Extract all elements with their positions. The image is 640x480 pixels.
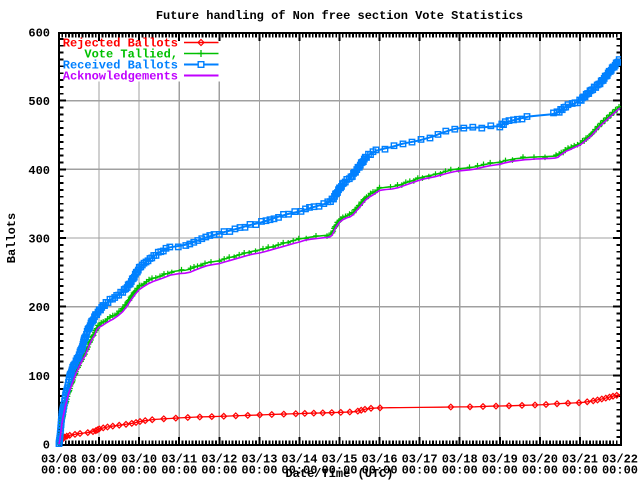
- svg-text:00:00: 00:00: [522, 464, 558, 478]
- svg-text:03/11: 03/11: [161, 453, 197, 467]
- svg-text:Acknowledgements: Acknowledgements: [63, 70, 178, 84]
- svg-text:00:00: 00:00: [442, 464, 478, 478]
- svg-text:03/10: 03/10: [121, 453, 157, 467]
- svg-text:Rejected Ballots: Rejected Ballots: [63, 37, 178, 51]
- svg-text:00:00: 00:00: [321, 464, 357, 478]
- svg-text:300: 300: [28, 233, 50, 247]
- svg-text:03/14: 03/14: [281, 453, 317, 467]
- svg-text:00:00: 00:00: [241, 464, 277, 478]
- svg-text:03/13: 03/13: [241, 453, 277, 467]
- svg-text:03/16: 03/16: [362, 453, 398, 467]
- svg-text:00:00: 00:00: [602, 464, 638, 478]
- svg-text:03/12: 03/12: [201, 453, 237, 467]
- svg-text:100: 100: [28, 370, 50, 384]
- svg-text:Vote Tallied,: Vote Tallied,: [84, 48, 178, 62]
- svg-text:Future handling of Non free se: Future handling of Non free section Vote…: [156, 9, 523, 23]
- svg-text:03/18: 03/18: [442, 453, 478, 467]
- svg-text:400: 400: [28, 164, 50, 178]
- svg-text:03/15: 03/15: [321, 453, 357, 467]
- svg-text:Received Ballots: Received Ballots: [63, 59, 178, 73]
- svg-text:03/20: 03/20: [522, 453, 558, 467]
- svg-text:03/22: 03/22: [602, 453, 638, 467]
- svg-text:00:00: 00:00: [281, 464, 317, 478]
- svg-text:00:00: 00:00: [201, 464, 237, 478]
- svg-text:00:00: 00:00: [482, 464, 518, 478]
- svg-text:Ballots: Ballots: [5, 213, 19, 263]
- svg-text:00:00: 00:00: [41, 464, 77, 478]
- svg-text:03/19: 03/19: [482, 453, 518, 467]
- svg-text:00:00: 00:00: [402, 464, 438, 478]
- svg-text:Date/Time (UTC): Date/Time (UTC): [285, 467, 393, 480]
- svg-text:03/08: 03/08: [41, 453, 77, 467]
- svg-text:00:00: 00:00: [121, 464, 157, 478]
- svg-text:0: 0: [43, 439, 50, 453]
- svg-text:03/17: 03/17: [402, 453, 438, 467]
- svg-text:00:00: 00:00: [562, 464, 598, 478]
- svg-text:00:00: 00:00: [362, 464, 398, 478]
- svg-text:200: 200: [28, 301, 50, 315]
- svg-text:03/21: 03/21: [562, 453, 598, 467]
- svg-text:00:00: 00:00: [161, 464, 197, 478]
- svg-text:500: 500: [28, 95, 50, 109]
- svg-text:00:00: 00:00: [81, 464, 117, 478]
- svg-text:600: 600: [28, 27, 50, 41]
- svg-text:03/09: 03/09: [81, 453, 117, 467]
